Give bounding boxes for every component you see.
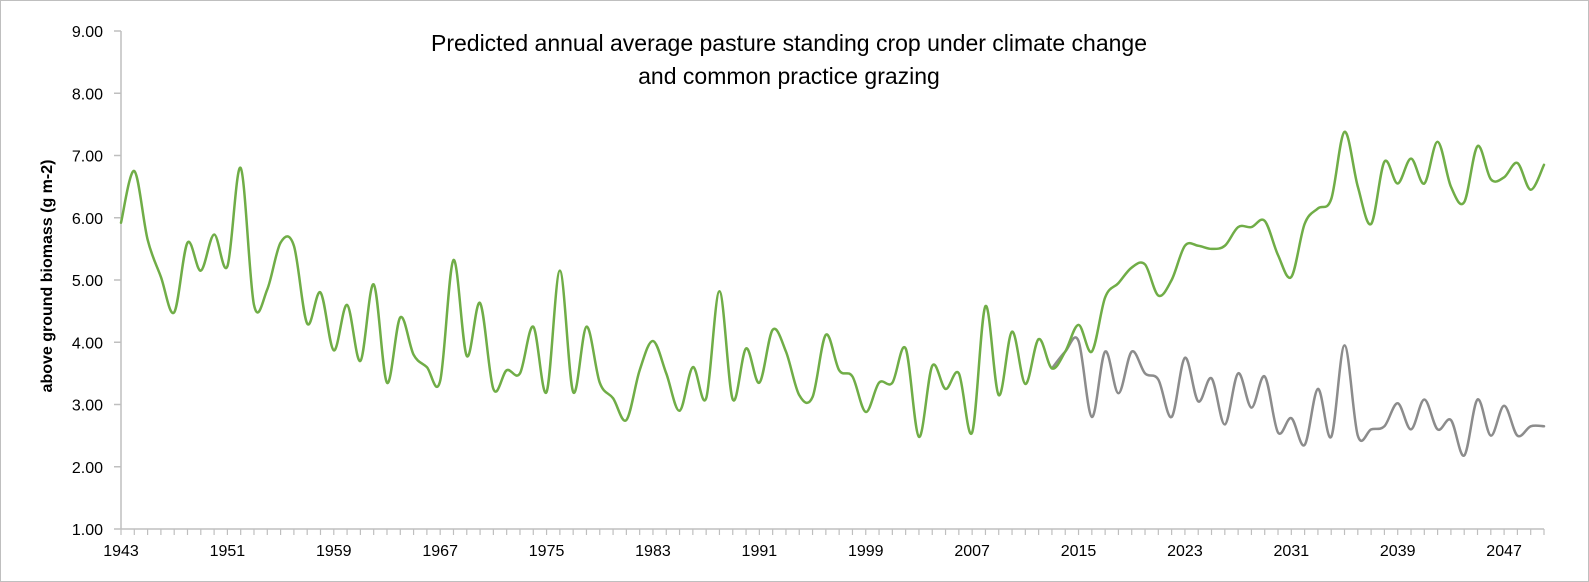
- y-tick-label: 6.00: [72, 211, 103, 228]
- y-ticks: 1.00 2.00 3.00 4.00 5.00 6.00 7.00 8.00 9.00: [72, 24, 121, 539]
- x-tick-label: 2031: [1274, 543, 1310, 560]
- y-tick-label: 1.00: [72, 522, 103, 539]
- chart-title-line-1: Predicted annual average pasture standin…: [431, 30, 1147, 56]
- x-tick-label: 2007: [954, 543, 990, 560]
- x-tick-label: 1991: [742, 543, 778, 560]
- x-tick-label: 2039: [1380, 543, 1416, 560]
- x-tick-label: 1999: [848, 543, 884, 560]
- y-tick-label: 7.00: [72, 149, 103, 166]
- series-line-1: [1050, 336, 1546, 457]
- x-tick-label: 1943: [103, 543, 139, 560]
- series-line-0: [119, 130, 1546, 439]
- x-ticks: 1943 1951 1959 1967 1975 1983 1991 1999 2007 2015…: [103, 529, 1545, 560]
- chart-title-line-2: and common practice grazing: [638, 63, 940, 89]
- series-layer: [119, 130, 1546, 457]
- y-tick-label: 4.00: [72, 335, 103, 352]
- x-tick-label: 2047: [1486, 543, 1522, 560]
- x-tick-label: 1959: [316, 543, 352, 560]
- x-tick-label: 1975: [529, 543, 565, 560]
- y-tick-label: 2.00: [72, 460, 103, 477]
- y-tick-label: 8.00: [72, 86, 103, 103]
- x-tick-label: 1983: [635, 543, 671, 560]
- x-tick-label: 2023: [1167, 543, 1203, 560]
- axes: [120, 31, 1544, 530]
- y-tick-label: 5.00: [72, 273, 103, 290]
- x-tick-label: 2015: [1061, 543, 1097, 560]
- y-tick-label: 3.00: [72, 398, 103, 415]
- y-axis-title: above ground biomass (g m-2): [39, 160, 56, 393]
- x-tick-label: 1951: [210, 543, 246, 560]
- y-tick-label: 9.00: [72, 24, 103, 41]
- x-tick-label: 1967: [422, 543, 458, 560]
